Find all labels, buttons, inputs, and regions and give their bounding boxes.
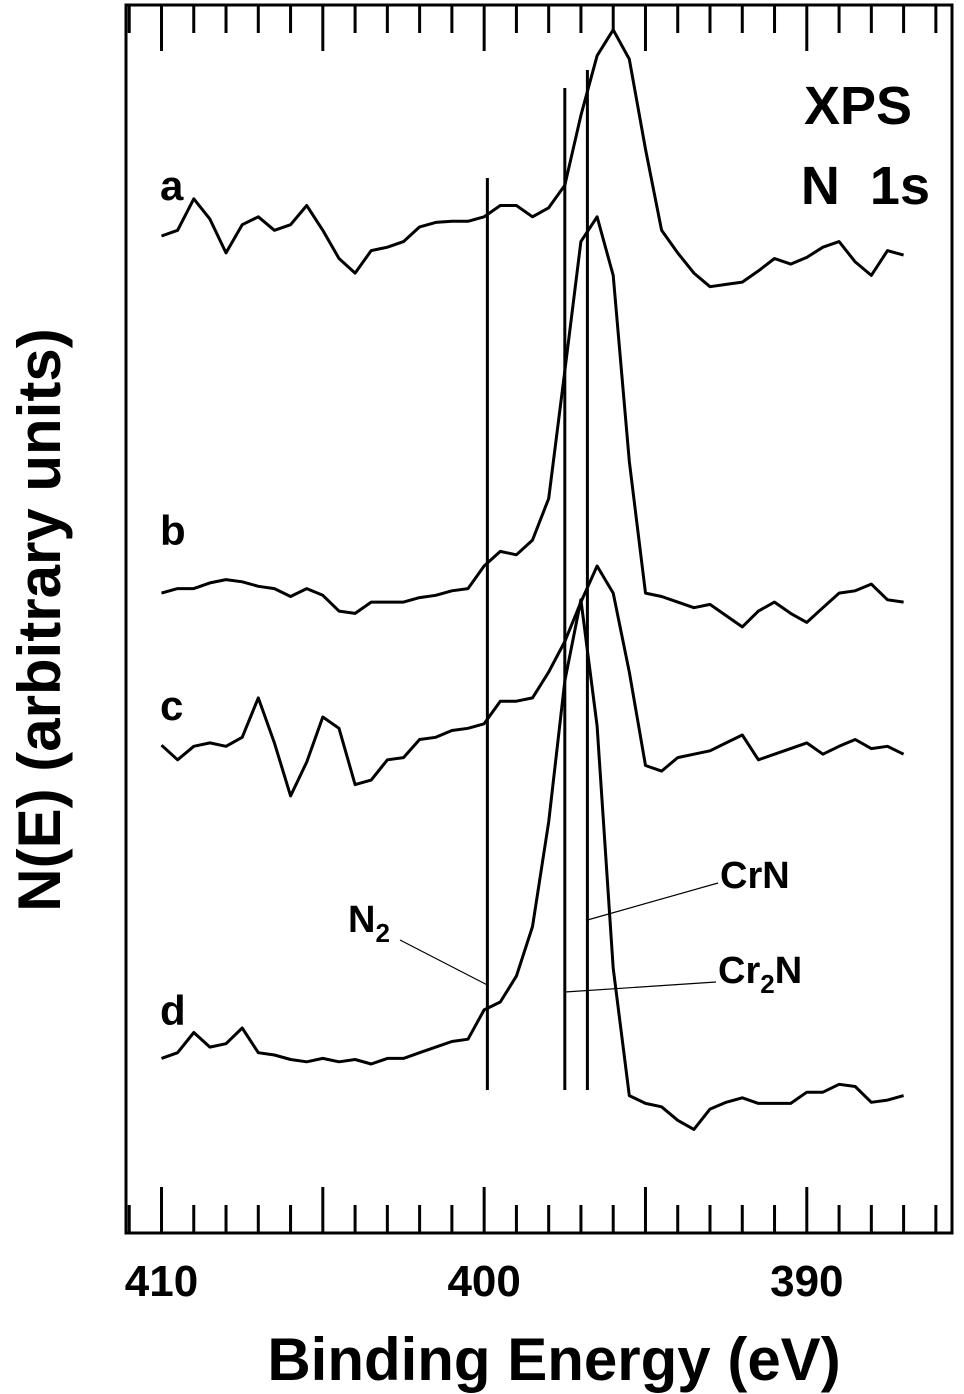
peak-label-cr2n: Cr2N [718, 950, 802, 999]
series-line-d [160, 598, 905, 1131]
trace-label-b: b [160, 507, 186, 554]
x-tick-labels: 410 400 390 [125, 1257, 844, 1306]
corner-label-line-1: XPS [804, 76, 912, 136]
corner-label-line-2: N 1s [801, 156, 930, 216]
x-tick-label: 400 [447, 1257, 520, 1306]
x-axis-title: Binding Energy (eV) [267, 1326, 840, 1393]
series-line-c [160, 564, 905, 798]
peak-label-crn: CrN [720, 855, 790, 897]
y-axis-title: N(E) (arbitrary units) [6, 328, 73, 911]
leader-line-n2 [399, 939, 488, 986]
trace-labels: a b c d [160, 162, 186, 1034]
reference-lines [485, 70, 589, 1090]
trace-label-a: a [160, 162, 184, 209]
series-line-b [161, 215, 904, 629]
spectra-series [160, 28, 905, 1131]
leader-line-cr2n [564, 981, 717, 993]
x-tick-label: 390 [770, 1257, 843, 1306]
leader-line-crn [587, 882, 719, 921]
peak-label-n2: N2 [348, 899, 390, 948]
series-line-a [160, 28, 905, 289]
bottom-tick-marks [127, 1187, 938, 1233]
trace-label-d: d [160, 987, 186, 1034]
plot-frame [124, 3, 954, 1235]
peak-labels: N2 Cr2N CrN [348, 855, 802, 999]
trace-label-c: c [160, 682, 183, 729]
top-tick-marks [127, 5, 938, 51]
x-tick-label: 410 [125, 1257, 198, 1306]
